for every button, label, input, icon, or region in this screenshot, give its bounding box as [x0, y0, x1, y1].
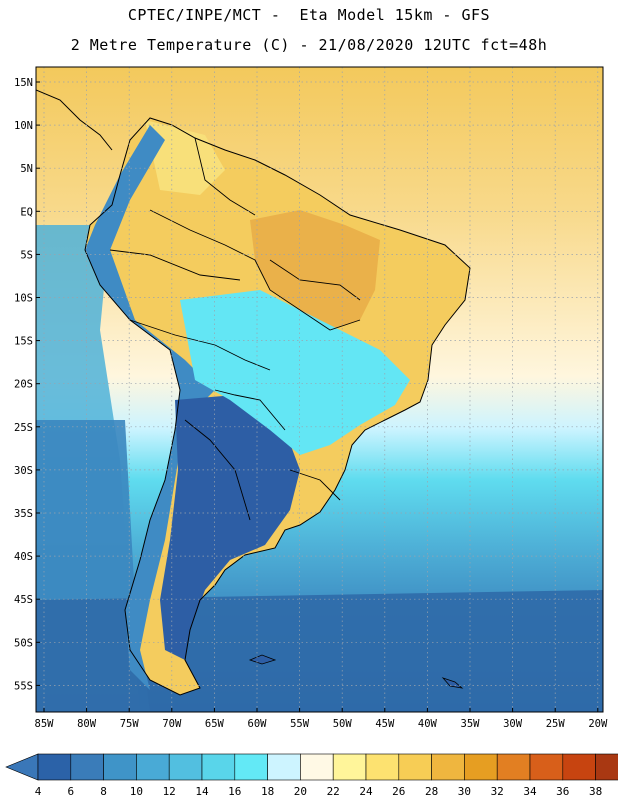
lon-tick-label: 25W — [546, 718, 566, 730]
colorbar-bin — [529, 753, 564, 781]
central-america-coast — [36, 89, 113, 151]
colorbar-bin — [201, 753, 236, 781]
lat-tick-label: 10N — [14, 120, 33, 132]
colorbar-label: 16 — [228, 785, 241, 798]
colorbar-bin — [300, 753, 334, 781]
map-title-line-2: 2 Metre Temperature (C) - 21/08/2020 12U… — [70, 36, 548, 54]
lat-tick-label: 35S — [14, 508, 33, 520]
colorbar-label: 20 — [294, 785, 307, 798]
map-frame — [35, 66, 604, 713]
colorbar-bin — [562, 753, 596, 781]
colorbar-label: 12 — [163, 785, 176, 798]
lon-tick-label: 35W — [461, 718, 481, 730]
lat-tick-label: 15S — [14, 336, 33, 348]
colorbar-bin — [365, 753, 400, 781]
lat-tick-label: 5N — [20, 163, 33, 175]
lat-tick-label: 25S — [14, 422, 33, 434]
colorbar-label: 30 — [458, 785, 471, 798]
lon-tick-label: 50W — [333, 718, 353, 730]
falkland-islands — [248, 654, 277, 665]
map-title-line-1: CPTEC/INPE/MCT - Eta Model 15km - GFS — [127, 6, 491, 24]
lat-tick-label: 30S — [14, 465, 33, 477]
southern-brazil-cool — [180, 290, 410, 455]
coastline — [84, 117, 471, 696]
colorbar-bin — [398, 753, 432, 781]
colorbar-bin — [464, 753, 498, 781]
lon-tick-label: 40W — [418, 718, 438, 730]
colorbar-bin — [267, 753, 301, 781]
southern-ocean — [36, 590, 603, 712]
lon-tick-label: 65W — [205, 718, 225, 730]
country-borders — [109, 137, 361, 521]
colorbar-bin — [168, 753, 203, 781]
colorbar: 4 6 8 10 12 14 16 18 20 22 24 26 28 30 32 34 36 38 — [5, 753, 618, 798]
lat-tick-label: 10S — [14, 293, 33, 305]
colorbar-bin — [332, 753, 367, 781]
northern-warm-region — [145, 120, 225, 195]
colorbar-label: 10 — [130, 785, 143, 798]
map-area — [36, 67, 603, 712]
colorbar-label: 38 — [589, 785, 602, 798]
colorbar-label: 14 — [195, 785, 209, 798]
lat-tick-label: 15N — [14, 77, 33, 89]
colorbar-label: 28 — [425, 785, 438, 798]
colorbar-bin — [234, 753, 268, 781]
colorbar-label: 26 — [392, 785, 405, 798]
longitude-axis: 85W 80W 75W 70W 65W 60W 55W 50W 45W 40W 35W 30W 25W 2… — [35, 708, 608, 730]
south-georgia-island — [441, 677, 464, 689]
lon-tick-label: 45W — [375, 718, 395, 730]
lon-tick-label: 80W — [77, 718, 97, 730]
colorbar-label: 32 — [491, 785, 504, 798]
colorbar-bin — [103, 753, 137, 781]
colorbar-label: 18 — [261, 785, 274, 798]
colorbar-bin — [595, 753, 618, 781]
colorbar-label: 8 — [100, 785, 107, 798]
lon-tick-label: 20W — [588, 718, 608, 730]
patagonia-cold — [160, 395, 300, 660]
lon-tick-label: 70W — [162, 718, 182, 730]
colorbar-label: 6 — [67, 785, 74, 798]
graticule — [36, 67, 603, 712]
colorbar-bin — [70, 753, 104, 781]
colorbar-bin — [37, 753, 72, 781]
colorbar-label: 36 — [556, 785, 569, 798]
colorbar-label: 22 — [327, 785, 340, 798]
lat-tick-label: 50S — [14, 637, 33, 649]
brazil-hot-interior — [250, 210, 380, 330]
lat-tick-label: 40S — [14, 551, 33, 563]
latitude-axis: 15N 10N 5N EQ 5S 10S 15S 20S 25S 30S 35S 40S 45S 50S 5… — [14, 77, 40, 692]
lat-tick-label: 5S — [20, 249, 33, 261]
lon-tick-label: 30W — [503, 718, 523, 730]
colorbar-label: 34 — [523, 785, 537, 798]
lon-tick-label: 85W — [35, 718, 55, 730]
colorbar-low-arrow — [5, 753, 39, 781]
colorbar-bin — [431, 753, 465, 781]
lon-tick-label: 60W — [248, 718, 268, 730]
colorbar-bin — [496, 753, 531, 781]
lat-tick-label: EQ — [20, 206, 33, 218]
lat-tick-label: 45S — [14, 594, 33, 606]
colorbar-label: 4 — [35, 785, 42, 798]
colorbar-label: 24 — [359, 785, 373, 798]
lon-tick-label: 55W — [290, 718, 310, 730]
lon-tick-label: 75W — [120, 718, 140, 730]
lat-tick-label: 20S — [14, 379, 33, 391]
lat-tick-label: 55S — [14, 680, 33, 692]
colorbar-bin — [136, 753, 170, 781]
